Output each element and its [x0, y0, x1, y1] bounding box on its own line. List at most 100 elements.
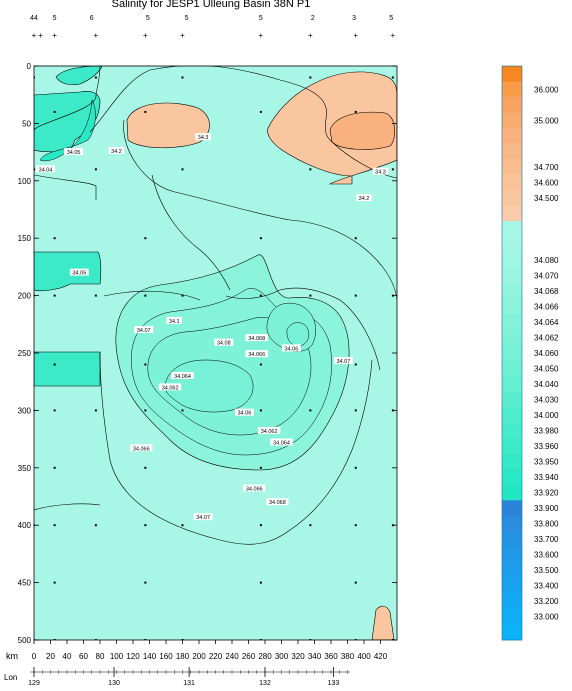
sample-point: [94, 294, 97, 297]
sample-point: [144, 110, 147, 113]
sample-point: [354, 581, 357, 584]
x-tick-label: 400: [357, 652, 371, 661]
contour-label: 34.05: [72, 271, 86, 277]
contour-label: 34.2: [111, 149, 122, 155]
eddy-north-core: [286, 322, 310, 347]
contour-lines: [34, 66, 397, 545]
lon-axis-label: Lon: [4, 673, 17, 682]
sample-point: [309, 168, 312, 171]
sample-point: [94, 524, 97, 527]
contour-label: 34.066: [248, 352, 265, 358]
sample-point: [34, 168, 35, 171]
station-code-row: 44 5 6 5 5 5 2 3 5: [30, 15, 393, 22]
contour-label: 34.07: [137, 328, 151, 334]
contour-label: 34.1: [169, 319, 180, 325]
colorbar-label: 33.700: [534, 535, 559, 544]
saline-small-top: [371, 605, 395, 640]
contour-label-bg: [166, 316, 183, 324]
sample-point: [391, 639, 394, 640]
contour-label: 34.3: [375, 170, 386, 176]
contour-label-bg: [195, 133, 211, 141]
colorbar-swatch: [502, 624, 522, 641]
x-tick-label: 240: [225, 652, 239, 661]
colorbar-swatch: [502, 205, 522, 222]
sample-point: [181, 76, 184, 79]
sample-point: [144, 524, 147, 527]
contour-label: 34.06: [237, 411, 251, 417]
contour-labels: 34.05 34.2 34.3 34.04 34.3 34.2 34.05 34.1 34.07…: [36, 133, 389, 521]
sample-point: [34, 76, 35, 79]
colorbar-frame: [501, 65, 523, 641]
colorbar-swatch: [502, 221, 522, 237]
sample-point: [259, 237, 262, 240]
contour-label: 34.04: [39, 167, 53, 173]
contour-label-bg: [257, 427, 281, 435]
sample-point: [259, 110, 262, 113]
colorbar-label: 33.940: [534, 473, 559, 482]
x-tick-label: 0: [32, 652, 37, 661]
colorbar-label: 33.950: [534, 458, 559, 467]
contour-label-bg: [171, 371, 194, 379]
colorbar-label: 33.600: [534, 551, 559, 560]
colorbar-label: 34.600: [534, 178, 559, 187]
station-marker-row: + + + + + + + + + +: [32, 31, 396, 40]
x-tick-label: 140: [143, 652, 157, 661]
colorbar-label: 34.062: [534, 333, 559, 342]
sample-point: [144, 363, 147, 366]
sample-point: [53, 466, 56, 469]
x-tick-label: 300: [275, 652, 289, 661]
sample-point: [354, 466, 357, 469]
colorbar-swatch: [502, 283, 522, 300]
sample-point: [94, 168, 97, 171]
station-code: 6: [90, 15, 94, 22]
sample-point: [53, 237, 56, 240]
sample-point: [144, 294, 147, 297]
station-plus-marker: +: [259, 31, 264, 40]
sample-point: [144, 237, 147, 240]
colorbar-swatch: [502, 267, 522, 284]
y-tick-label: 450: [18, 579, 32, 588]
sample-point: [259, 524, 262, 527]
colorbar-swatch: [502, 66, 522, 82]
colorbar-swatch: [502, 608, 522, 625]
sample-point: [354, 524, 357, 527]
station-plus-marker: +: [391, 31, 396, 40]
sample-point: [53, 363, 56, 366]
colorbar-label: 34.080: [534, 256, 559, 265]
sample-point: [354, 237, 357, 240]
colorbar-label: 33.800: [534, 520, 559, 529]
sample-point: [309, 524, 312, 527]
sample-point: [259, 466, 262, 469]
contour-label-bg: [245, 334, 268, 342]
station-code: 5: [146, 15, 150, 22]
contour-label: 34.08: [217, 341, 231, 347]
y-tick-label: 500: [18, 636, 32, 645]
contour-label: 34.07: [196, 515, 210, 521]
sample-point: [34, 639, 35, 640]
sample-point: [53, 581, 56, 584]
x-tick-label: 340: [308, 652, 322, 661]
sample-point: [309, 409, 312, 412]
colorbar-label: 34.064: [534, 318, 559, 327]
contour-label-bg: [372, 167, 389, 175]
y-tick-label: 400: [18, 521, 32, 530]
lon-tick-label: 130: [108, 680, 120, 687]
colorbar-label: 36.000: [534, 85, 559, 94]
colorbar-swatch: [502, 391, 522, 408]
colorbar-swatch: [502, 469, 522, 486]
sample-point: [53, 294, 56, 297]
colorbar-swatch: [502, 593, 522, 610]
colorbar-label: 34.040: [534, 380, 559, 389]
colorbar-swatch: [502, 252, 522, 268]
sample-point: [144, 409, 147, 412]
y-tick-label: 200: [18, 292, 32, 301]
contour-label-bg: [245, 350, 268, 358]
colorbar-swatch: [502, 577, 522, 594]
x-tick-label: 360: [324, 652, 338, 661]
x-axis: km 0 20 40 60 80 100 120 140 160 180 200 220 240 260 28…: [6, 640, 388, 661]
colorbar-swatch: [502, 438, 522, 455]
contour-label: 34.06: [285, 346, 299, 352]
fresh-core-coastal-lower: [34, 251, 102, 292]
colorbar-swatch: [502, 97, 522, 113]
contour-label: 34.066: [246, 486, 263, 492]
